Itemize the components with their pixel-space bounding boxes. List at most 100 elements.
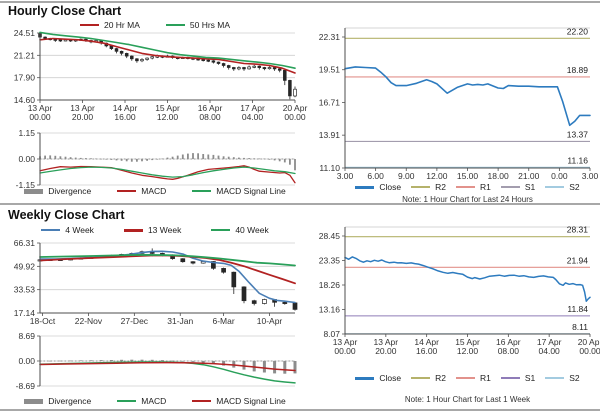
- svg-text:21.94: 21.94: [567, 255, 589, 265]
- svg-text:16.00: 16.00: [416, 346, 438, 356]
- svg-text:16.71: 16.71: [319, 97, 341, 107]
- legend-item: 13 Week: [123, 225, 182, 235]
- legend-item: 20 Hr MA: [79, 20, 140, 30]
- legend-label: R1: [479, 373, 491, 383]
- weekly-close-panel: Weekly Close Chart 4 Week 13 Week 40 Week …: [0, 206, 300, 413]
- svg-text:13.16: 13.16: [319, 305, 341, 315]
- svg-text:3.00: 3.00: [337, 171, 354, 181]
- svg-text:21.00: 21.00: [518, 171, 540, 181]
- legend-label: S2: [569, 182, 580, 192]
- svg-text:33.53: 33.53: [14, 285, 36, 295]
- hourly-macd-legend: Divergence MACD MACD Signal Line: [24, 186, 286, 196]
- svg-text:16 Apr: 16 Apr: [496, 337, 521, 347]
- legend-label: MACD: [141, 396, 167, 406]
- legend-label: S2: [569, 373, 580, 383]
- legend-label: 50 Hrs MA: [189, 20, 231, 30]
- svg-text:27-Dec: 27-Dec: [121, 316, 149, 326]
- weekly-pivot-panel: 28.45 23.35 18.26 13.16 8.07 13 Apr 00.00 13 Ap…: [300, 206, 600, 413]
- svg-text:04.00: 04.00: [539, 346, 561, 356]
- svg-text:17.14: 17.14: [14, 308, 36, 318]
- svg-text:22-Nov: 22-Nov: [75, 316, 103, 326]
- svg-text:24.51: 24.51: [14, 28, 36, 38]
- svg-text:08.00: 08.00: [199, 112, 221, 122]
- legend-swatch: [411, 377, 431, 379]
- legend-item: Close: [355, 373, 401, 383]
- legend-swatch: [500, 186, 520, 188]
- weekly-pivot-legend: Close R2 R1 S1 S2: [345, 373, 590, 383]
- legend-item: 4 Week: [41, 225, 94, 235]
- svg-text:12.00: 12.00: [157, 112, 179, 122]
- svg-text:49.92: 49.92: [14, 261, 36, 271]
- middle-divider: [0, 203, 600, 205]
- legend-swatch: [117, 400, 137, 402]
- svg-text:13 Apr: 13 Apr: [70, 103, 95, 113]
- legend-item: MACD: [117, 186, 166, 196]
- svg-text:6-Mar: 6-Mar: [212, 316, 234, 326]
- bottom-border: [0, 409, 600, 411]
- legend-item: Divergence: [24, 396, 91, 406]
- svg-text:19.51: 19.51: [319, 65, 341, 75]
- svg-text:0.00: 0.00: [18, 356, 35, 366]
- hourly-close-panel: Hourly Close Chart 20 Hr MA 50 Hrs MA 24.…: [0, 2, 308, 203]
- svg-text:13 Apr: 13 Apr: [374, 337, 399, 347]
- legend-item: R2: [411, 182, 446, 192]
- legend-swatch: [165, 24, 185, 26]
- legend-item: Divergence: [24, 186, 91, 196]
- hourly-pivot-note: Note: 1 Hour Chart for Last 24 Hours: [402, 195, 533, 204]
- legend-swatch: [24, 188, 44, 194]
- svg-text:11.84: 11.84: [567, 304, 588, 314]
- legend-label: MACD Signal Line: [216, 396, 286, 406]
- svg-text:3.00: 3.00: [582, 171, 599, 181]
- legend-swatch: [24, 398, 44, 404]
- svg-text:8.07: 8.07: [323, 329, 340, 339]
- legend-swatch: [123, 228, 143, 232]
- weekly-macd-chart: 8.69 0.00 -8.69: [16, 331, 297, 391]
- svg-text:15.00: 15.00: [457, 171, 479, 181]
- hourly-pivot-panel: 22.31 19.51 16.71 13.91 11.10 3.00 6.00 9.00 12.…: [300, 2, 600, 204]
- top-border: [0, 1, 600, 3]
- svg-text:18.26: 18.26: [319, 280, 341, 290]
- svg-text:00.00: 00.00: [334, 346, 356, 356]
- svg-text:28.45: 28.45: [319, 231, 341, 241]
- weekly-macd-legend: Divergence MACD MACD Signal Line: [24, 396, 286, 406]
- svg-text:18.89: 18.89: [567, 65, 589, 75]
- svg-text:13 Apr: 13 Apr: [333, 337, 358, 347]
- legend-label: 13 Week: [147, 225, 182, 235]
- legend-item: S2: [545, 182, 580, 192]
- svg-text:11.10: 11.10: [319, 163, 340, 173]
- svg-text:17 Apr: 17 Apr: [537, 337, 562, 347]
- legend-label: 40 Week: [235, 225, 269, 235]
- legend-label: R2: [435, 182, 446, 192]
- legend-label: Close: [379, 373, 402, 383]
- legend-swatch: [545, 377, 565, 379]
- legend-swatch: [500, 377, 520, 379]
- legend-label: S1: [524, 373, 536, 383]
- svg-text:9.00: 9.00: [398, 171, 415, 181]
- svg-text:18-Oct: 18-Oct: [30, 316, 56, 326]
- weekly-pivot-note: Note: 1 Hour Chart for Last 1 Week: [404, 395, 531, 404]
- svg-text:22.20: 22.20: [567, 26, 589, 36]
- svg-text:17.90: 17.90: [14, 73, 36, 83]
- legend-item: R1: [455, 182, 491, 192]
- legend-label: MACD: [141, 186, 167, 196]
- legend-label: R1: [479, 182, 491, 192]
- svg-text:15 Apr: 15 Apr: [455, 337, 480, 347]
- svg-text:-8.69: -8.69: [16, 381, 36, 391]
- legend-item: S2: [545, 373, 580, 383]
- legend-item: Close: [355, 182, 401, 192]
- svg-text:13 Apr: 13 Apr: [28, 103, 53, 113]
- svg-text:14 Apr: 14 Apr: [113, 103, 138, 113]
- svg-text:28.31: 28.31: [567, 225, 589, 235]
- legend-label: 20 Hr MA: [103, 20, 140, 30]
- svg-text:12.00: 12.00: [457, 346, 479, 356]
- svg-text:22.31: 22.31: [319, 32, 341, 42]
- legend-item: MACD: [117, 396, 166, 406]
- svg-text:0.00: 0.00: [18, 154, 35, 164]
- svg-text:17 Apr: 17 Apr: [240, 103, 265, 113]
- svg-text:16 Apr: 16 Apr: [198, 103, 223, 113]
- svg-text:21.21: 21.21: [14, 50, 36, 60]
- legend-item: MACD Signal Line: [192, 186, 286, 196]
